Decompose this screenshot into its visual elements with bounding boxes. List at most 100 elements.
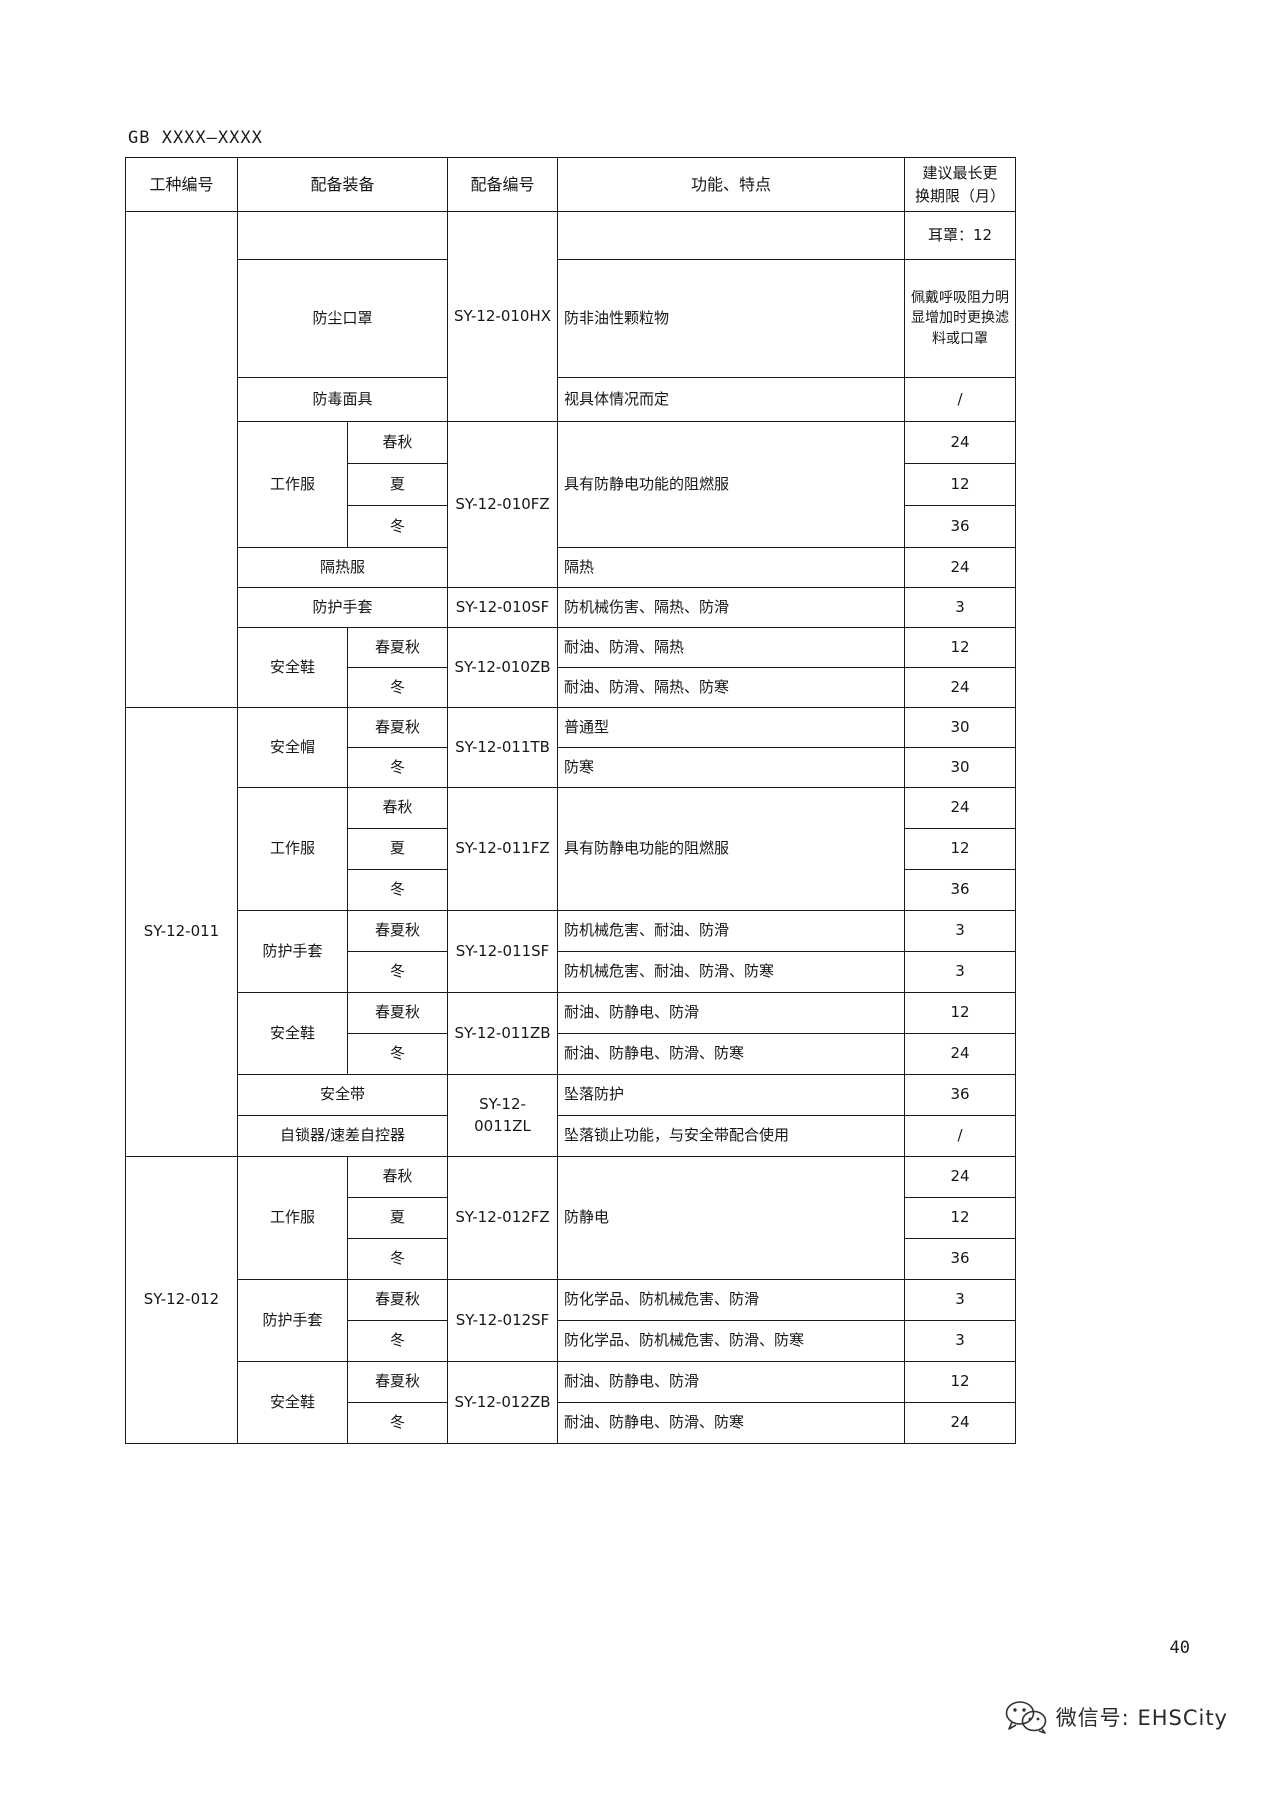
cell-job-code: SY-12-011 [125,707,238,1157]
column-header-period-line2: 换期限（月） [915,186,1006,205]
cell-equip-code: SY-12-011SF [447,910,559,993]
table-row: 防尘口罩 防非油性颗粒物 佩戴呼吸阻力明显增加时更换滤料或口罩 [126,259,1017,378]
cell-period: 3 [904,951,1017,993]
cell-season: 春秋 [346,1156,449,1198]
cell-period: 24 [904,1402,1017,1444]
cell-season: 冬 [346,1238,449,1280]
table-header-row: 工种编号 配备装备 配备编号 功能、特点 建议最长更 换期限（月） [125,157,1017,212]
cell-features: 耐油、防滑、隔热 [557,627,906,668]
cell-equipment: 安全鞋 [237,1361,348,1444]
standard-header: GB XXXX—XXXX [128,128,263,148]
table-row: 冬 36 [126,505,1017,548]
cell-period: 12 [904,1197,1017,1239]
cell-features: 具有防静电功能的阻燃服 [557,787,906,911]
cell-equipment: 防护手套 [236,587,449,628]
cell-equipment: 工作服 [237,421,348,548]
column-header-period-line1: 建议最长更 [922,164,998,182]
cell-season: 春秋 [346,787,449,829]
cell-period: 佩戴呼吸阻力明显增加时更换滤料或口罩 [904,259,1017,378]
cell-period: 3 [904,1320,1017,1362]
column-header-equipment: 配备装备 [236,157,449,212]
wechat-icon [1004,1700,1048,1734]
table-row: 隔热服 隔热 24 [126,547,1017,588]
column-header-features: 功能、特点 [557,157,906,212]
cell-features: 防化学品、防机械危害、防滑 [557,1279,906,1321]
cell-equip-code: SY-12-011FZ [447,787,559,911]
cell-season: 夏 [346,1197,449,1239]
cell-features: 防机械危害、耐油、防滑 [557,910,906,952]
table-row: 冬 耐油、防静电、防滑、防寒 24 [126,1402,1017,1444]
cell-season: 冬 [346,505,449,548]
table-row: SY-12-011 安全帽 春夏秋 SY-12-011TB 普通型 30 [125,707,1017,1157]
ppe-allocation-table: 工种编号 配备装备 配备编号 功能、特点 建议最长更 换期限（月） SY-12-… [125,157,1017,1444]
cell-period: / [904,1115,1017,1157]
cell-features: 防寒 [557,747,906,788]
cell-equipment: 安全带 [236,1074,449,1116]
cell-season: 春夏秋 [346,1279,449,1321]
cell-features: 耐油、防静电、防滑、防寒 [557,1033,906,1075]
cell-equipment: 隔热服 [236,547,449,588]
cell-features: 防机械危害、耐油、防滑、防寒 [557,951,906,993]
table-row: SY-12-010HX 耳罩：12 [125,211,1017,708]
cell-equip-code: SY-12-0011ZL [447,1074,559,1157]
cell-period: 3 [904,910,1017,952]
cell-period: 24 [904,421,1017,464]
cell-job-code [125,211,238,708]
table-row: 冬 耐油、防静电、防滑、防寒 24 [126,1033,1017,1075]
cell-period: 12 [904,992,1017,1034]
cell-period: 36 [904,1074,1017,1116]
cell-features: 防非油性颗粒物 [557,259,906,378]
cell-equipment: 防护手套 [237,910,348,993]
cell-features: 坠落防护 [557,1074,906,1116]
table-row: 安全鞋 春夏秋 SY-12-011ZB 耐油、防静电、防滑 12 [126,992,1017,1075]
watermark: 微信号: EHSCity [1004,1700,1228,1734]
table-row: 夏 12 [126,463,1017,506]
cell-equip-code: SY-12-010HX [447,211,559,422]
page-number: 40 [1169,1638,1190,1658]
cell-equip-code: SY-12-011TB [447,707,559,788]
table-row: 自锁器/速差自控器 坠落锁止功能，与安全带配合使用 / [126,1115,1017,1157]
cell-equipment: 防毒面具 [236,377,449,422]
cell-period: 12 [904,828,1017,870]
cell-period: 36 [904,869,1017,911]
cell-period: 12 [904,463,1017,506]
cell-season: 冬 [346,667,449,708]
cell-equipment: 工作服 [237,787,348,911]
cell-period: 36 [904,505,1017,548]
cell-equipment: 工作服 [237,1156,348,1280]
table-row: 冬 耐油、防滑、隔热、防寒 24 [126,667,1017,708]
cell-period: 36 [904,1238,1017,1280]
cell-features: 具有防静电功能的阻燃服 [557,421,906,548]
cell-season: 冬 [346,1402,449,1444]
cell-period: 耳罩：12 [904,211,1017,260]
cell-period: 24 [904,1156,1017,1198]
cell-features: 耐油、防静电、防滑 [557,1361,906,1403]
cell-season: 春夏秋 [346,627,449,668]
table-row: 工作服 春秋 SY-12-011FZ 具有防静电功能的阻燃服 24 [126,787,1017,911]
cell-features: 坠落锁止功能，与安全带配合使用 [557,1115,906,1157]
cell-period: / [904,377,1017,422]
cell-period: 24 [904,667,1017,708]
cell-features: 耐油、防滑、隔热、防寒 [557,667,906,708]
cell-equip-code: SY-12-012FZ [447,1156,559,1280]
cell-features: 耐油、防静电、防滑、防寒 [557,1402,906,1444]
cell-period: 12 [904,627,1017,668]
cell-period: 12 [904,1361,1017,1403]
cell-equipment [236,211,449,260]
cell-season: 春夏秋 [346,707,449,748]
table-row: SY-12-012 工作服 春秋 SY-12-012FZ 防静电 24 [125,1156,1017,1444]
cell-features: 视具体情况而定 [557,377,906,422]
cell-features: 普通型 [557,707,906,748]
cell-period: 3 [904,1279,1017,1321]
cell-job-code: SY-12-012 [125,1156,238,1444]
table-row: 冬 防机械危害、耐油、防滑、防寒 3 [126,951,1017,993]
cell-period: 24 [904,1033,1017,1075]
cell-equip-code: SY-12-012SF [447,1279,559,1362]
cell-equipment: 安全鞋 [237,992,348,1075]
table-row: 夏 12 [126,828,1017,870]
cell-features [557,211,906,260]
cell-season: 夏 [346,828,449,870]
column-header-equip-code: 配备编号 [447,157,559,212]
cell-season: 春夏秋 [346,910,449,952]
column-header-job-code: 工种编号 [125,157,238,212]
